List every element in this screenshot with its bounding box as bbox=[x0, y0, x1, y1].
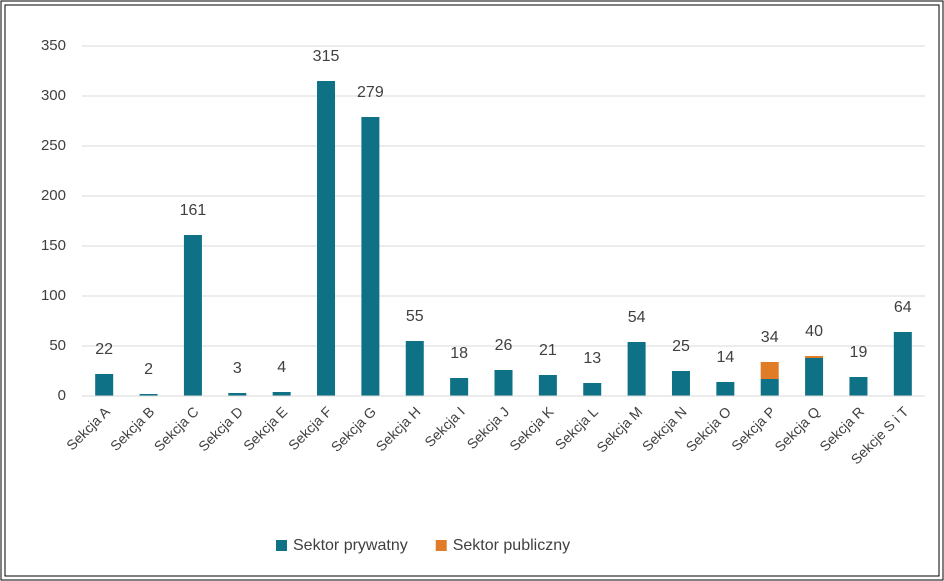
x-tick-label: Sekcja N bbox=[639, 403, 690, 454]
data-label: 25 bbox=[672, 338, 690, 355]
bar-segment bbox=[583, 383, 602, 396]
data-label: 3 bbox=[233, 360, 242, 377]
x-tick-label: Sekcja Q bbox=[771, 403, 823, 455]
data-label: 21 bbox=[539, 342, 557, 359]
y-tick-label: 350 bbox=[41, 37, 66, 54]
bar-segment bbox=[494, 370, 513, 396]
data-label: 279 bbox=[357, 84, 384, 101]
bar-segment bbox=[538, 375, 557, 396]
data-label: 315 bbox=[313, 48, 340, 65]
data-label: 4 bbox=[277, 359, 286, 376]
x-tick-label: Sekcja I bbox=[421, 403, 468, 450]
legend-swatch bbox=[276, 540, 287, 551]
x-tick-label: Sekcja D bbox=[195, 403, 246, 454]
data-label: 22 bbox=[95, 341, 113, 358]
legend-label: Sektor prywatny bbox=[293, 537, 408, 554]
data-label: 13 bbox=[583, 350, 601, 367]
data-label: 40 bbox=[805, 323, 823, 340]
x-tick-label: Sekcja O bbox=[683, 403, 735, 455]
bar-segment bbox=[183, 235, 202, 396]
x-tick-label: Sekcja M bbox=[593, 403, 645, 455]
data-label: 161 bbox=[180, 202, 207, 219]
x-tick-label: Sekcja H bbox=[373, 403, 424, 454]
y-tick-label: 250 bbox=[41, 137, 66, 154]
x-tick-label: Sekcja A bbox=[63, 403, 113, 453]
data-label: 26 bbox=[495, 337, 513, 354]
y-tick-label: 200 bbox=[41, 187, 66, 204]
data-label: 55 bbox=[406, 308, 424, 325]
bar-segment bbox=[627, 342, 646, 396]
bar-segment bbox=[805, 356, 824, 358]
data-label: 18 bbox=[450, 345, 468, 362]
bar-segment bbox=[849, 377, 868, 396]
bar-segment bbox=[893, 332, 912, 396]
bar-segment bbox=[405, 341, 424, 396]
y-tick-label: 300 bbox=[41, 87, 66, 104]
y-tick-label: 0 bbox=[58, 387, 66, 404]
x-tick-label: Sekcja F bbox=[285, 403, 335, 453]
bar-segment bbox=[228, 393, 247, 396]
inner-frame bbox=[4, 4, 940, 577]
y-tick-label: 100 bbox=[41, 287, 66, 304]
data-label: 34 bbox=[761, 329, 779, 346]
y-tick-label: 50 bbox=[49, 337, 66, 354]
bar-segment bbox=[805, 358, 824, 396]
data-label: 19 bbox=[850, 344, 868, 361]
data-label: 54 bbox=[628, 309, 646, 326]
legend-label: Sektor publiczny bbox=[453, 537, 570, 554]
x-tick-label: Sekcja C bbox=[151, 403, 202, 454]
bar-segment bbox=[760, 362, 779, 379]
x-tick-label: Sekcja P bbox=[728, 403, 778, 453]
y-tick-label: 150 bbox=[41, 237, 66, 254]
bar-segment bbox=[139, 394, 158, 396]
data-label: 64 bbox=[894, 299, 912, 316]
bar-segment bbox=[272, 392, 291, 396]
x-tick-label: Sekcja G bbox=[328, 403, 379, 454]
bar-segment bbox=[361, 117, 380, 396]
bar-segment bbox=[317, 81, 336, 396]
x-tick-label: Sekcja K bbox=[506, 403, 557, 454]
bar-segment bbox=[716, 382, 735, 396]
x-tick-label: Sekcja B bbox=[107, 403, 157, 453]
bar-segment bbox=[671, 371, 690, 396]
bar-segment bbox=[95, 374, 114, 396]
legend-swatch bbox=[435, 540, 447, 551]
x-tick-label: Sekcja E bbox=[240, 403, 290, 453]
data-label: 2 bbox=[144, 361, 153, 378]
x-tick-label: Sekcja J bbox=[464, 403, 513, 452]
data-label: 14 bbox=[716, 349, 734, 366]
bar-segment bbox=[450, 378, 469, 396]
bar-segment bbox=[760, 379, 779, 396]
